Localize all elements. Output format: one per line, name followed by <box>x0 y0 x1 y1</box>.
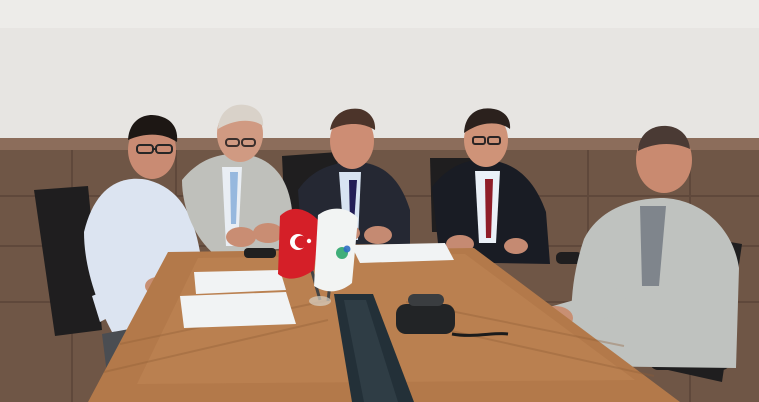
person-gray-haired-man <box>182 104 292 254</box>
small-device <box>244 248 276 258</box>
table-center-seam-highlight <box>344 300 398 402</box>
turkish-flag-star <box>306 238 312 244</box>
wood-paneling-top-trim <box>0 138 759 150</box>
glass-cup <box>309 296 331 306</box>
office-phone <box>396 294 509 337</box>
document-sheet-left-bottom <box>180 292 296 328</box>
logo-flag <box>314 208 358 292</box>
document-sheet-left-top <box>194 270 286 294</box>
turkish-flag-crescent-inner <box>294 235 308 249</box>
document-sheet-center <box>351 243 454 263</box>
logo-flag-mark-accent <box>343 245 351 253</box>
wall-shadow <box>0 0 759 28</box>
desk-flags <box>278 208 358 302</box>
